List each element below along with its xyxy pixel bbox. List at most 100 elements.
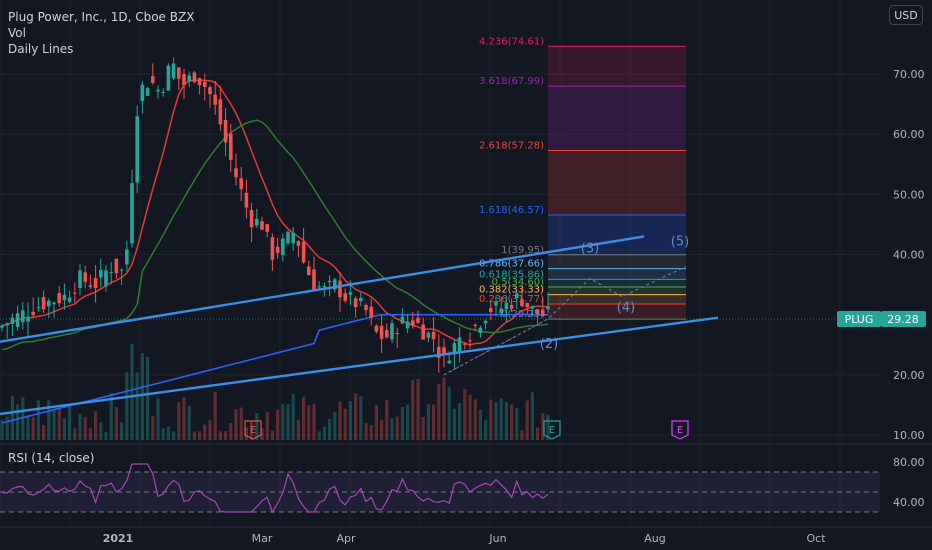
candle-body [67, 297, 72, 302]
fib-zone [548, 286, 686, 295]
volume-bar [130, 344, 134, 440]
last-price-value: 29.28 [887, 313, 919, 326]
moving-averages [1, 79, 549, 424]
volume-bars [0, 344, 550, 440]
volume-bar [265, 412, 269, 440]
volume-bar [5, 416, 9, 440]
volume-bar [234, 409, 238, 440]
candle-body [447, 360, 451, 364]
candle-body [286, 231, 290, 244]
candle-body [457, 337, 462, 352]
volume-bar [494, 401, 498, 440]
volume-bar [140, 353, 144, 440]
candle-body [255, 218, 259, 226]
fib-level-label: 3.618(67.99) [479, 76, 544, 87]
earnings-marker[interactable]: E [244, 420, 262, 440]
wave-label: (2) [540, 337, 558, 352]
candle-body [374, 325, 379, 332]
candle-body [31, 311, 35, 316]
price-tag-bg [881, 310, 926, 327]
volume-bar [198, 431, 202, 440]
fib-level-label: 4.236(74.61) [479, 36, 544, 47]
volume-bar [177, 402, 181, 440]
volume-bar [192, 431, 196, 440]
candle-body [385, 330, 389, 338]
volume-bar [478, 409, 482, 440]
volume-bar [135, 372, 139, 440]
candle-body [192, 72, 197, 83]
volume-bar [255, 413, 259, 440]
candle-body [187, 75, 191, 82]
candle-body [145, 88, 150, 96]
candle-body [364, 304, 368, 311]
volume-bar [57, 408, 61, 440]
rsi-tick-label: 40.00 [893, 496, 925, 509]
time-tick-label: Oct [806, 532, 826, 545]
trendline-upper [0, 235, 645, 343]
volume-bar [504, 402, 508, 440]
symbol-title[interactable]: Plug Power, Inc., 1D, Cboe BZX [8, 10, 195, 24]
volume-bar [239, 407, 243, 440]
chart-legend: Plug Power, Inc., 1D, Cboe BZX Vol Daily… [8, 9, 194, 57]
time-tick-label: Aug [644, 532, 665, 545]
candle-body [546, 306, 550, 310]
volume-bar [364, 422, 368, 440]
candle-body [52, 302, 56, 305]
candle-body [36, 307, 41, 309]
volume-bar [47, 400, 51, 440]
price-tick-label: 40.00 [893, 249, 925, 262]
volume-bar [489, 399, 493, 440]
volume-bar [250, 421, 254, 440]
fib-zone [548, 279, 686, 287]
rsi-label[interactable]: RSI (14, close) [8, 451, 95, 465]
volume-bar [437, 383, 441, 440]
volume-bar [406, 404, 410, 440]
volume-bar [291, 394, 295, 440]
candle-body [151, 76, 155, 83]
volume-bar [276, 409, 280, 440]
volume-indicator-label[interactable]: Vol [8, 26, 26, 40]
candle-body [395, 332, 399, 334]
volume-bar [343, 408, 347, 440]
candle-body [135, 116, 139, 183]
volume-bar [421, 416, 425, 440]
daily-lines-label[interactable]: Daily Lines [8, 42, 74, 56]
candle-body [463, 343, 467, 345]
candle-body [426, 332, 431, 338]
candles [0, 57, 550, 373]
candle-body [525, 302, 529, 308]
price-tick-label: 60.00 [893, 128, 925, 141]
fib-level-label: 1(39.95) [501, 245, 544, 256]
candle-body [78, 270, 82, 288]
earnings-marker[interactable]: E [671, 420, 689, 440]
candle-body [203, 81, 207, 87]
candle-body [442, 347, 446, 354]
currency-button[interactable]: USD [889, 5, 923, 25]
volume-bar [21, 397, 25, 440]
volume-bar [203, 424, 207, 440]
candle-body [281, 238, 285, 256]
candle-body [244, 192, 249, 208]
volume-bar [390, 418, 394, 440]
volume-bar [16, 404, 20, 440]
volume-bar [120, 422, 124, 440]
volume-bar [525, 400, 529, 440]
volume-bar [182, 397, 186, 440]
candle-body [353, 298, 358, 308]
volume-bar [411, 380, 415, 440]
candle-body [83, 272, 87, 282]
volume-bar [88, 428, 92, 440]
volume-bar [10, 395, 14, 440]
volume-bar [73, 428, 77, 440]
candle-body [317, 286, 321, 288]
earnings-marker[interactable]: E [543, 420, 561, 440]
fib-zone [548, 254, 686, 269]
volume-bar [83, 416, 87, 440]
volume-bar [270, 430, 274, 440]
candle-body [62, 294, 67, 301]
volume-bar [68, 406, 72, 440]
volume-bar [125, 372, 129, 440]
candle-body [520, 299, 524, 307]
